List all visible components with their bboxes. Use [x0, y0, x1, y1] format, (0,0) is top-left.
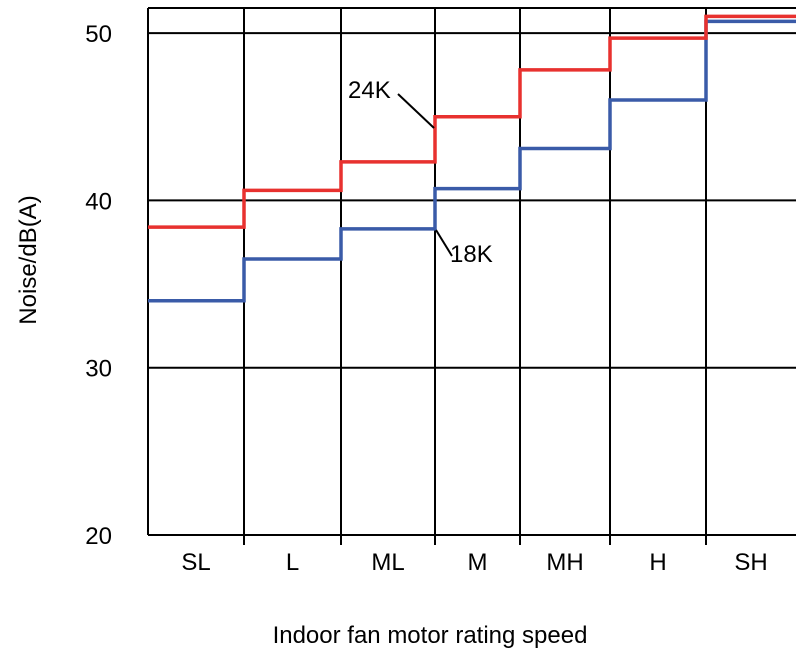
x-tick-label: H	[649, 549, 666, 576]
y-tick-label: 20	[85, 523, 112, 550]
tick-labels: SL L ML M MH H SH 20 30 40 50	[85, 21, 767, 576]
y-tick-label: 30	[85, 356, 112, 383]
x-tick-label: SH	[734, 549, 767, 576]
label-leader-24k	[397, 93, 435, 129]
series-line-18k	[148, 19, 796, 303]
y-axis-title: Noise/dB(A)	[15, 195, 42, 324]
x-tick-label: M	[468, 549, 488, 576]
series-label-18k: 18K	[450, 241, 493, 268]
x-tick-label: MH	[546, 549, 583, 576]
x-tick-label: SL	[181, 549, 210, 576]
annotations: 24K 18K	[348, 77, 493, 268]
x-tick-label: ML	[371, 549, 404, 576]
series-lines	[148, 14, 796, 303]
series-label-24k: 24K	[348, 77, 391, 104]
y-tick-label: 40	[85, 188, 112, 215]
x-tick-label: L	[286, 549, 299, 576]
y-tick-label: 50	[85, 21, 112, 48]
x-axis-title: Indoor fan motor rating speed	[273, 622, 588, 649]
series-line-24k	[148, 14, 796, 229]
label-leader-18k	[435, 229, 453, 257]
